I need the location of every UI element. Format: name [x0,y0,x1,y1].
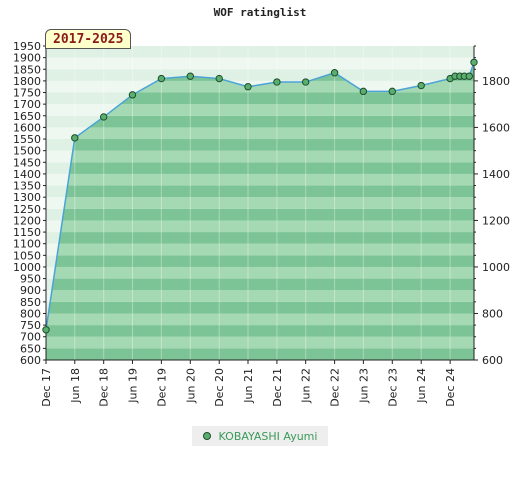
y-tick-label-left: 900 [20,284,41,297]
y-tick-label-right: 1400 [482,168,510,181]
area-band [46,348,474,360]
date-range-badge: 2017-2025 [45,29,131,49]
y-tick-label-right: 1200 [482,214,510,227]
x-tick-label: Dec 21 [271,368,284,407]
area-band [46,302,474,314]
data-point [466,73,472,79]
y-tick-label-left: 1200 [13,214,41,227]
legend-label: KOBAYASHI Ayumi [219,430,318,443]
data-point [302,79,308,85]
area-band [46,337,474,349]
area-band [46,290,474,302]
area-band [46,151,474,163]
y-tick-label-left: 1100 [13,238,41,251]
y-tick-label-right: 1000 [482,261,510,274]
area-band [46,220,474,232]
data-point [360,88,366,94]
data-point [418,82,424,88]
x-tick-label: Dec 17 [40,368,53,407]
area-band [46,267,474,279]
y-tick-label-left: 1850 [13,63,41,76]
data-point [187,73,193,79]
y-tick-label-left: 850 [20,296,41,309]
y-tick-label-left: 1000 [13,261,41,274]
data-point [129,92,135,98]
area-band [46,139,474,151]
x-tick-label: Jun 20 [184,368,197,404]
y-tick-label-left: 800 [20,307,41,320]
y-tick-label-left: 1600 [13,121,41,134]
y-tick-label-left: 1950 [13,40,41,53]
y-tick-label-left: 1250 [13,203,41,216]
x-tick-label: Jun 21 [242,368,255,404]
area-band [46,313,474,325]
data-point [43,327,49,333]
area-band [46,209,474,221]
y-tick-label-left: 1350 [13,180,41,193]
y-tick-label-left: 1150 [13,226,41,239]
x-tick-label: Jun 18 [69,368,82,404]
y-tick-label-right: 1600 [482,121,510,134]
x-tick-label: Jun 22 [300,368,313,404]
y-tick-label-left: 1550 [13,133,41,146]
data-point [72,135,78,141]
legend-marker [203,432,211,440]
y-tick-label-right: 800 [482,307,503,320]
background-band [46,58,474,70]
y-tick-label-left: 1500 [13,145,41,158]
area-band [46,116,474,128]
x-tick-label: Jun 23 [357,368,370,404]
area-band [46,186,474,198]
data-point [216,75,222,81]
x-tick-label: Dec 24 [444,368,457,407]
x-tick-label: Jun 19 [126,368,139,404]
background-band [46,69,474,81]
data-point [389,88,395,94]
y-tick-label-left: 600 [20,354,41,367]
area-band [46,232,474,244]
x-tick-label: Dec 18 [98,368,111,407]
y-tick-label-left: 650 [20,342,41,355]
area-band [46,279,474,291]
y-tick-label-left: 1650 [13,110,41,123]
data-point [471,59,477,65]
area-band [46,127,474,139]
data-point [245,84,251,90]
x-tick-label: Dec 23 [386,368,399,407]
legend: KOBAYASHI Ayumi [192,426,328,446]
y-tick-label-left: 1050 [13,249,41,262]
y-tick-label-left: 950 [20,273,41,286]
y-tick-label-left: 700 [20,331,41,344]
data-point [274,79,280,85]
x-tick-label: Dec 19 [155,368,168,407]
y-tick-label-left: 1800 [13,75,41,88]
area-band [46,162,474,174]
y-tick-label-right: 600 [482,354,503,367]
y-tick-label-left: 1700 [13,98,41,111]
area-band [46,197,474,209]
y-tick-label-left: 1400 [13,168,41,181]
y-tick-label-left: 1300 [13,191,41,204]
y-tick-label-left: 1900 [13,52,41,65]
area-band [46,325,474,337]
data-point [100,114,106,120]
data-point [158,75,164,81]
area-band [46,255,474,267]
y-tick-label-right: 1800 [482,75,510,88]
x-tick-label: Dec 22 [329,368,342,407]
y-tick-label-left: 1450 [13,156,41,169]
x-tick-label: Jun 24 [415,368,428,404]
y-tick-label-left: 750 [20,319,41,332]
area-band [46,174,474,186]
x-tick-label: Dec 20 [213,368,226,407]
area-band [46,244,474,256]
y-tick-label-left: 1750 [13,87,41,100]
data-point [331,70,337,76]
